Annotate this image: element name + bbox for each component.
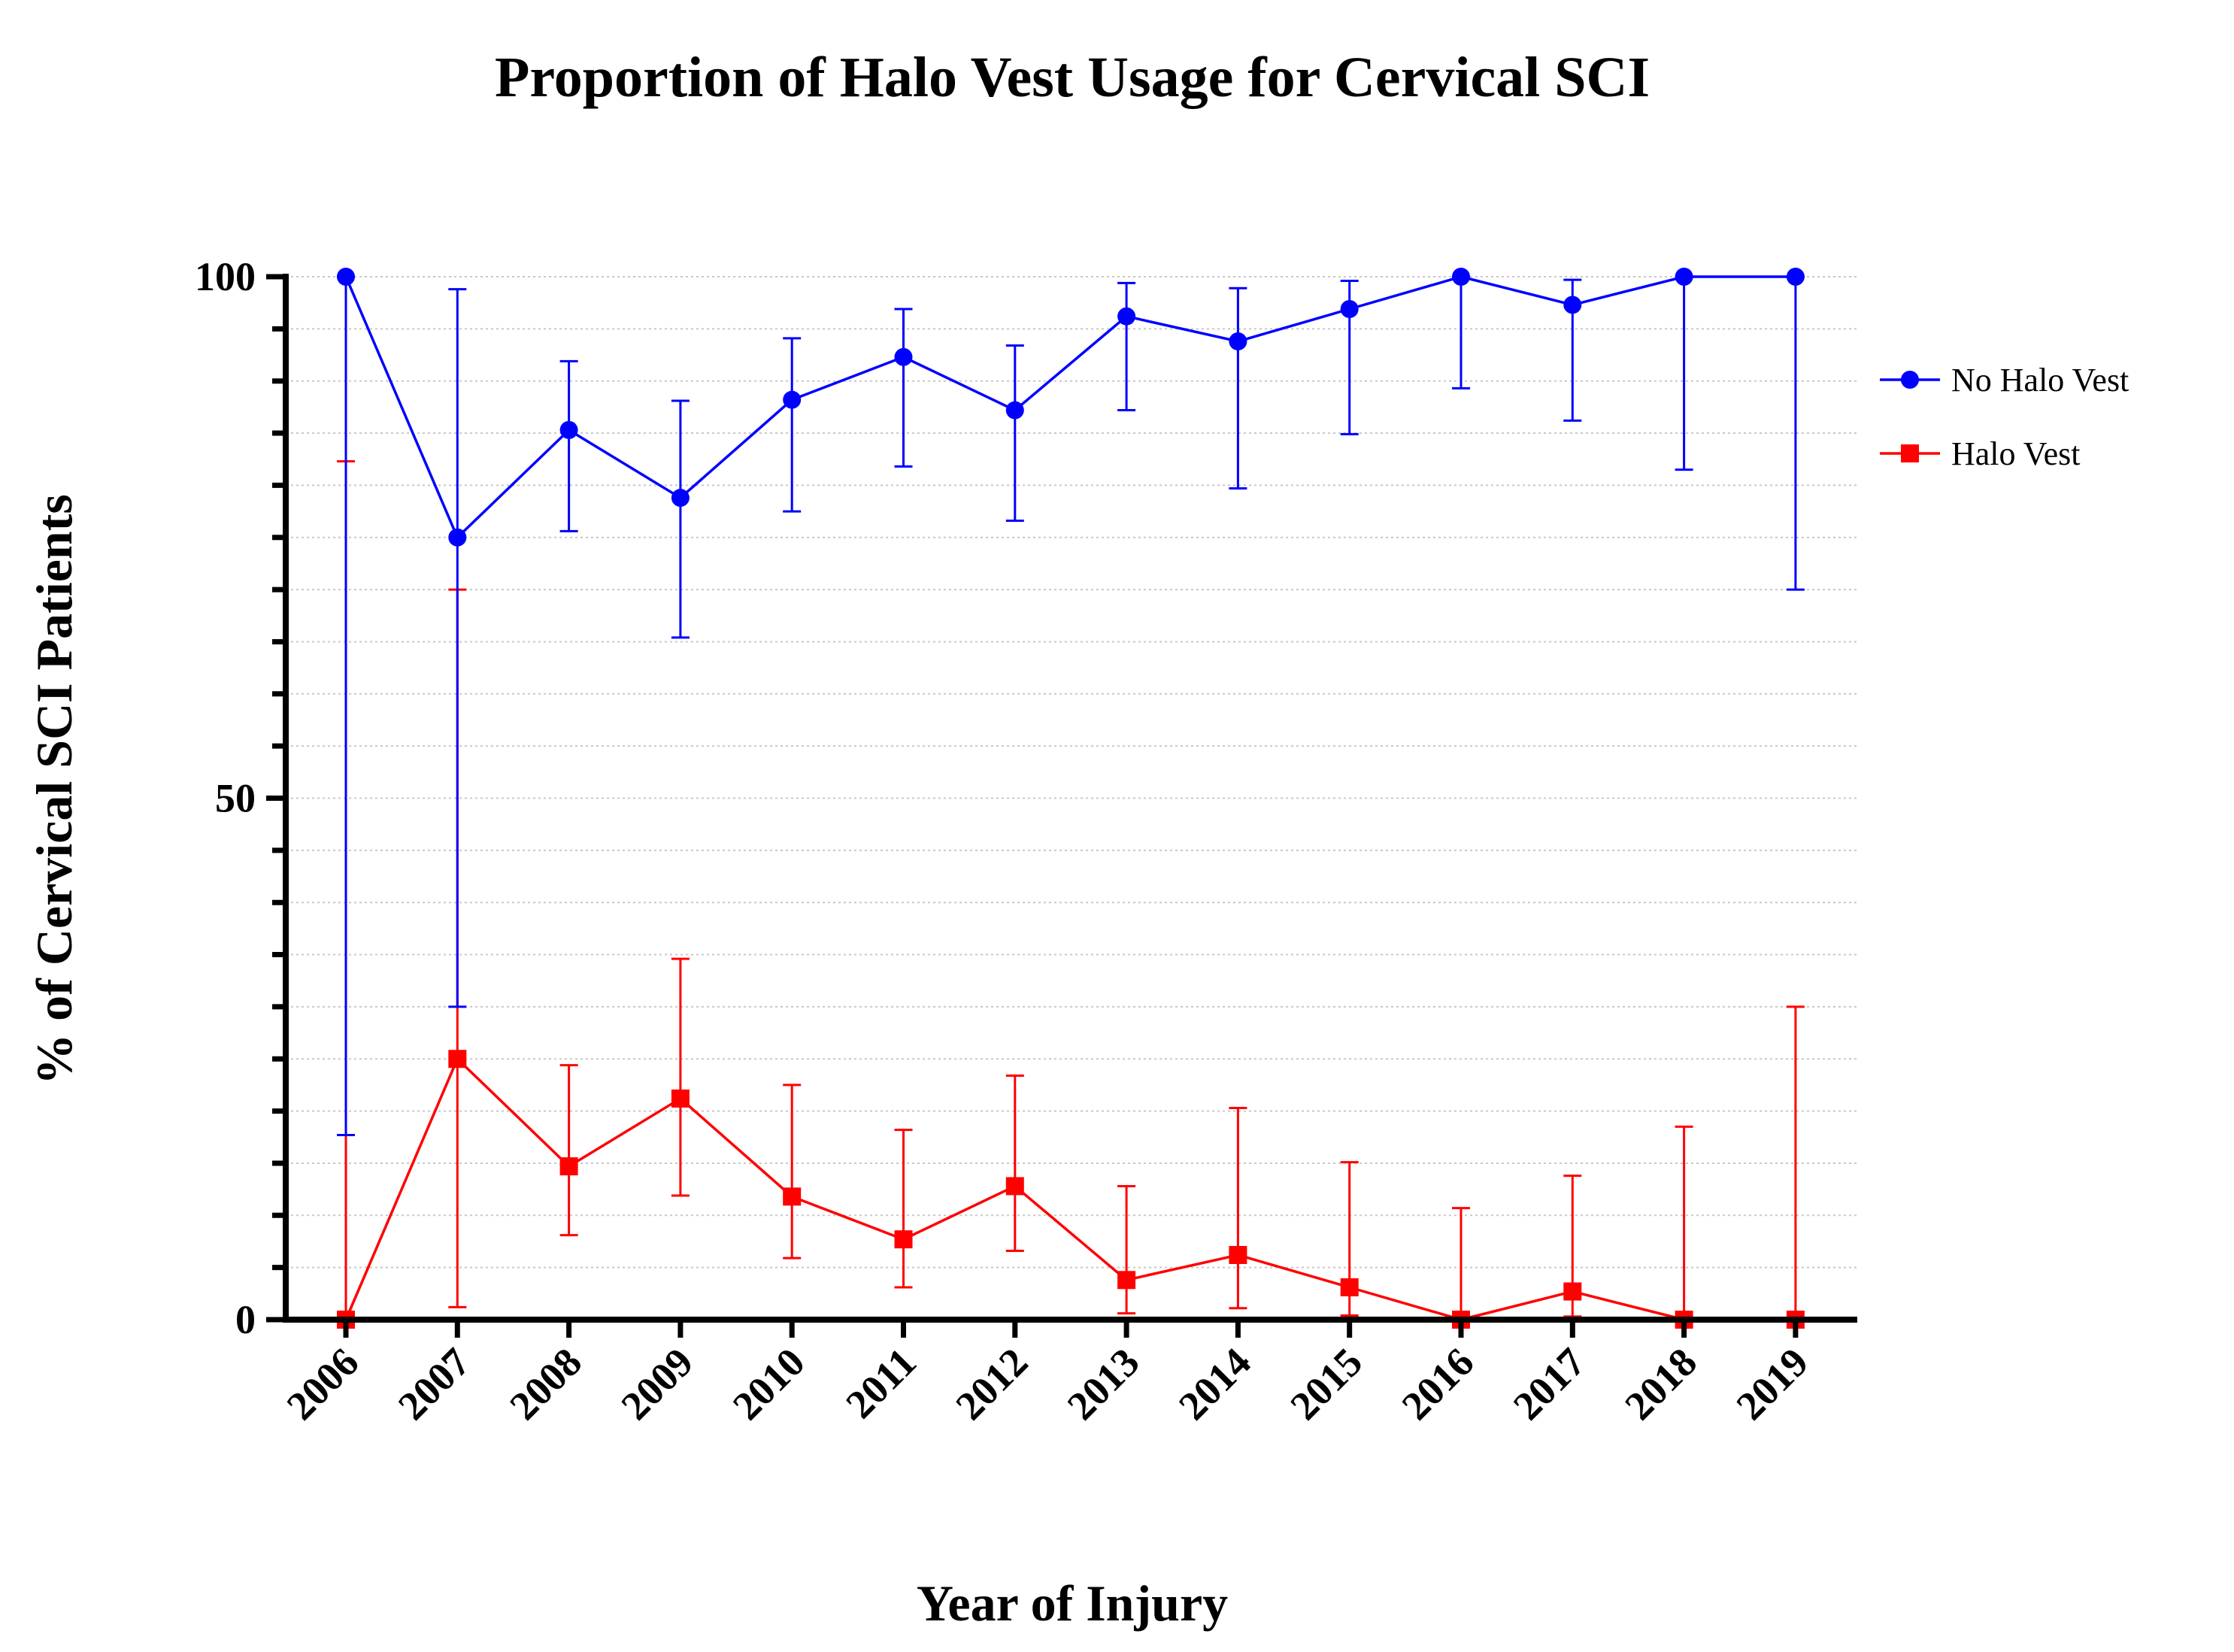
x-tick-label: 2015 [1281, 1339, 1371, 1429]
x-tick-label: 2007 [390, 1339, 479, 1429]
x-tick-label: 2010 [724, 1339, 814, 1429]
no-halo-vest-line [344, 275, 1796, 540]
chart-title: Proportion of Halo Vest Usage for Cervic… [495, 46, 1650, 109]
axes [266, 274, 1857, 1338]
y-tick-label: 0 [235, 1297, 256, 1342]
data-point-halo-vest [1229, 1246, 1247, 1265]
x-tick-label: 2018 [1616, 1339, 1705, 1429]
data-point-no-halo-vest [1117, 307, 1136, 326]
data-point-halo-vest [1340, 1278, 1359, 1297]
series-lines [344, 275, 1796, 1321]
data-point-no-halo-vest [1675, 268, 1693, 286]
data-point-no-halo-vest [1229, 332, 1247, 350]
data-point-no-halo-vest [448, 528, 467, 547]
data-point-halo-vest [559, 1157, 578, 1176]
legend: No Halo Vest Halo Vest [1880, 362, 2129, 472]
x-tick-label: 2017 [1505, 1339, 1594, 1429]
x-tick-label: 2013 [1059, 1339, 1148, 1429]
x-tick-labels: 2006 2007 2008 2009 2010 2011 2012 2013 2014 2015… [278, 1339, 1817, 1429]
error-bars [337, 275, 1805, 1321]
data-point-halo-vest [1005, 1177, 1024, 1196]
y-axis-label: % of Cervical SCI Patients [26, 494, 83, 1085]
y-tick-labels: 0 50 100 [195, 254, 256, 1342]
halo-vest-line [344, 1056, 1796, 1321]
x-tick-label: 2012 [947, 1339, 1036, 1429]
gridlines [286, 276, 1857, 1269]
x-tick-label: 2016 [1393, 1339, 1483, 1429]
x-axis-label: Year of Injury [917, 1575, 1228, 1632]
y-tick-label: 50 [215, 776, 256, 821]
legend-marker-circle [1901, 371, 1919, 389]
data-point-no-halo-vest [1005, 401, 1024, 420]
y-tick-label: 100 [195, 254, 256, 299]
x-tick-label: 2006 [278, 1339, 368, 1429]
data-point-halo-vest [783, 1187, 802, 1206]
data-point-no-halo-vest [783, 390, 802, 409]
data-point-halo-vest [1563, 1282, 1582, 1301]
data-point-halo-vest [1117, 1271, 1136, 1290]
data-point-no-halo-vest [1786, 268, 1805, 286]
data-point-no-halo-vest [559, 420, 578, 439]
data-point-halo-vest [448, 1050, 467, 1068]
data-point-no-halo-vest [1340, 299, 1359, 318]
data-point-no-halo-vest [337, 268, 355, 286]
x-tick-label: 2014 [1170, 1339, 1259, 1429]
x-tick-label: 2008 [501, 1339, 590, 1429]
legend-marker-square [1901, 444, 1919, 462]
data-point-no-halo-vest [671, 489, 690, 508]
data-point-no-halo-vest [894, 347, 913, 366]
data-point-no-halo-vest [1563, 296, 1582, 314]
x-tick-label: 2011 [837, 1339, 925, 1427]
legend-label: No Halo Vest [1951, 362, 2129, 399]
data-point-halo-vest [894, 1230, 913, 1249]
x-tick-label: 2009 [613, 1339, 702, 1429]
legend-label: Halo Vest [1951, 435, 2081, 472]
data-point-no-halo-vest [1452, 268, 1470, 286]
data-point-halo-vest [671, 1089, 690, 1108]
x-tick-label: 2019 [1728, 1339, 1817, 1429]
